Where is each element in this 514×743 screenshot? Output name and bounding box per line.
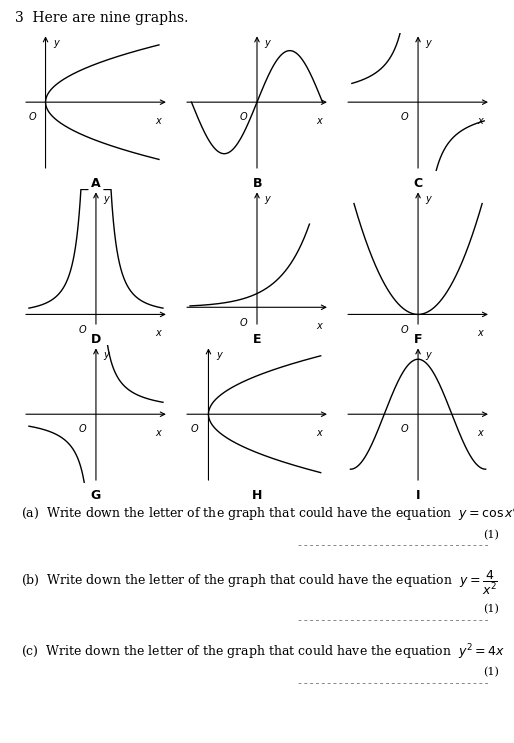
Text: $\mathbf{F}$: $\mathbf{F}$ [413,333,423,345]
Text: $O$: $O$ [400,322,409,334]
Text: $x$: $x$ [155,428,163,438]
Text: $O$: $O$ [190,423,200,435]
Text: $O$: $O$ [400,111,409,123]
Text: $O$: $O$ [400,423,409,435]
Text: $O$: $O$ [239,111,248,123]
Text: $y$: $y$ [103,194,112,206]
Text: $\mathbf{G}$: $\mathbf{G}$ [90,489,102,502]
Text: $x$: $x$ [477,428,485,438]
Text: $O$: $O$ [239,316,248,328]
Text: (1): (1) [483,604,499,614]
Text: $x$: $x$ [316,116,324,126]
Text: $y$: $y$ [53,38,61,50]
Text: $x$: $x$ [155,116,163,126]
Text: $\mathbf{H}$: $\mathbf{H}$ [251,489,263,502]
Text: (1): (1) [483,667,499,678]
Text: $y$: $y$ [264,194,272,206]
Text: $\mathbf{I}$: $\mathbf{I}$ [415,489,421,502]
Text: $\mathbf{B}$: $\mathbf{B}$ [252,177,262,189]
Text: $y$: $y$ [426,350,433,362]
Text: (b)  Write down the letter of the graph that could have the equation  $y = \dfra: (b) Write down the letter of the graph t… [21,568,498,597]
Text: $y$: $y$ [264,38,272,50]
Text: $x$: $x$ [477,328,485,338]
Text: $x$: $x$ [155,328,163,338]
Text: $\mathbf{A}$: $\mathbf{A}$ [90,177,102,189]
Text: (1): (1) [483,530,499,540]
Text: $O$: $O$ [78,322,87,334]
Text: $y$: $y$ [426,194,433,206]
Text: (c)  Write down the letter of the graph that could have the equation  $y^2 = 4x$: (c) Write down the letter of the graph t… [21,643,505,662]
Text: $y$: $y$ [103,350,112,362]
Text: $x$: $x$ [316,428,324,438]
Text: (a)  Write down the letter of the graph that could have the equation  $y = \cos : (a) Write down the letter of the graph t… [21,505,514,522]
Text: $\mathbf{D}$: $\mathbf{D}$ [90,333,102,345]
Text: $\mathbf{C}$: $\mathbf{C}$ [413,177,423,189]
Text: $x$: $x$ [477,116,485,126]
Text: $O$: $O$ [28,111,37,123]
Text: $y$: $y$ [216,350,224,362]
Text: $O$: $O$ [78,423,87,435]
Text: $y$: $y$ [426,38,433,50]
Text: $\mathbf{E}$: $\mathbf{E}$ [252,333,262,345]
Text: 3  Here are nine graphs.: 3 Here are nine graphs. [15,11,189,25]
Text: $x$: $x$ [316,321,324,331]
